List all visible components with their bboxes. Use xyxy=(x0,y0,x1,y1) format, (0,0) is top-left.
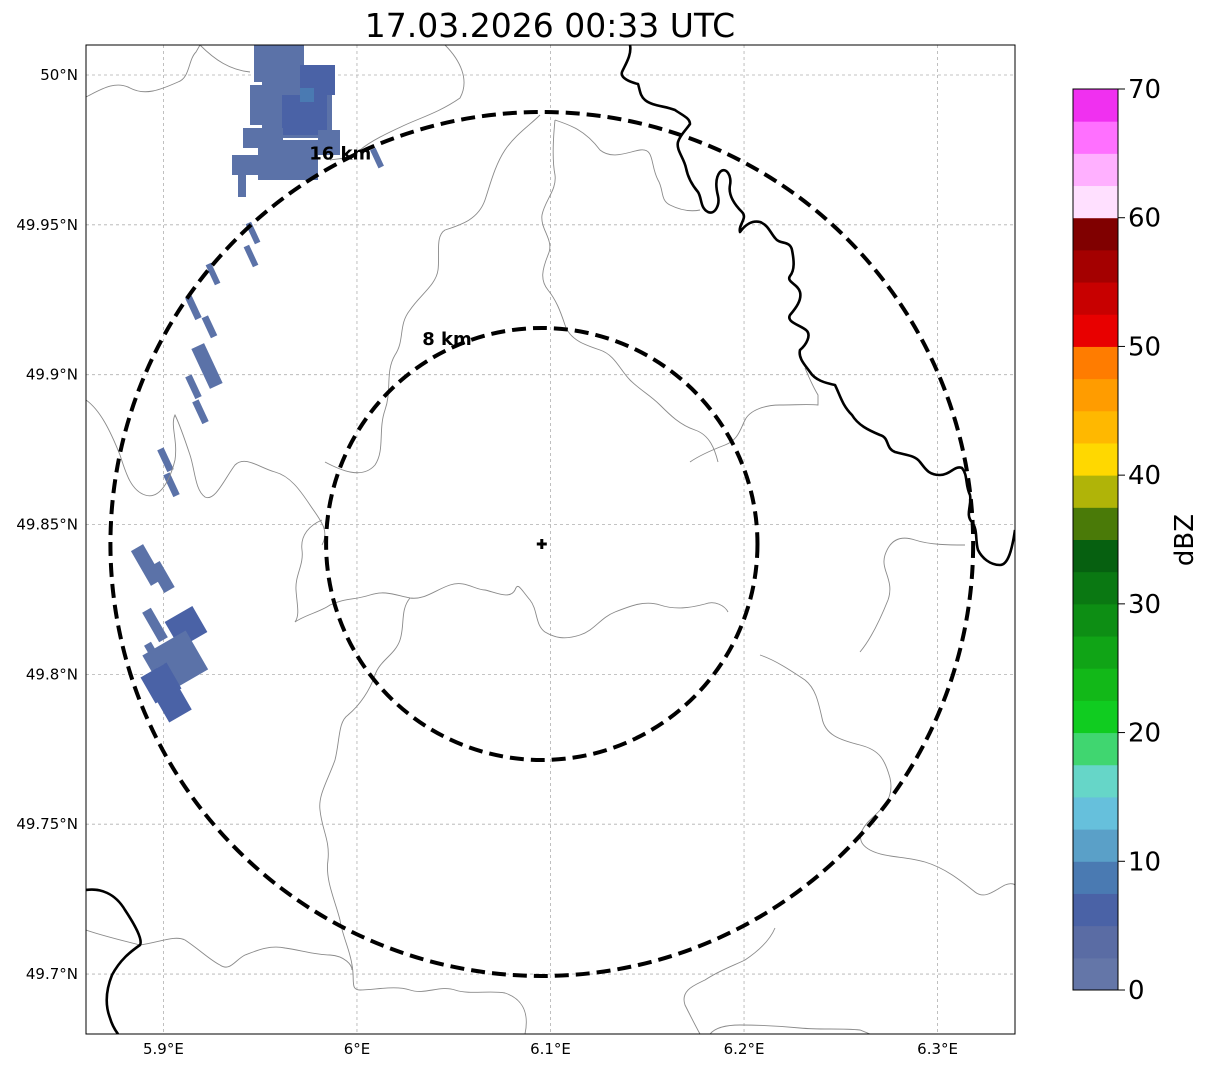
colorbar-bin xyxy=(1073,249,1118,283)
colorbar-frame xyxy=(1072,88,1119,991)
colorbar-bin xyxy=(1073,346,1118,380)
lon-tick-label: 6°E xyxy=(344,1040,371,1058)
colorbar-tick-label: 20 xyxy=(1128,719,1161,749)
colorbar-bin xyxy=(1073,378,1118,412)
echo-streaks-west xyxy=(157,221,261,498)
colorbar-bin xyxy=(1073,475,1118,508)
colorbar-bin xyxy=(1073,539,1118,573)
colorbar-bin xyxy=(1073,668,1118,701)
colorbar-tick-label: 70 xyxy=(1128,75,1161,105)
echo-cluster-north xyxy=(232,45,384,197)
colorbar-bin xyxy=(1073,925,1118,959)
lon-tick-label: 6.2°E xyxy=(724,1040,765,1058)
radar-site-marker xyxy=(536,538,547,549)
colorbar: 0 10 20 30 40 50 60 70 dBZ xyxy=(1072,75,1200,1006)
range-ring-label: 8 km xyxy=(422,329,472,350)
colorbar-ticks: 0 10 20 30 40 50 60 70 xyxy=(1118,75,1161,1006)
lat-tick-label: 50°N xyxy=(40,66,78,84)
radar-range-rings: 8 km 16 km xyxy=(108,109,976,978)
colorbar-bin xyxy=(1073,796,1118,830)
lat-tick-label: 49.85°N xyxy=(16,516,78,534)
colorbar-bin xyxy=(1073,764,1118,798)
colorbar-bin xyxy=(1073,571,1118,605)
colorbar-bin xyxy=(1073,861,1118,894)
lon-tick-label: 6.3°E xyxy=(917,1040,958,1058)
lat-tick-label: 49.9°N xyxy=(26,366,78,384)
map-title: 17.03.2026 00:33 UTC xyxy=(365,6,735,45)
colorbar-bin xyxy=(1073,185,1118,219)
colorbar-bin xyxy=(1073,410,1118,444)
colorbar-label: dBZ xyxy=(1170,514,1200,566)
lat-tick-label: 49.8°N xyxy=(26,665,78,683)
lat-tick-label: 49.75°N xyxy=(16,815,78,833)
colorbar-bin xyxy=(1073,732,1118,766)
radar-echoes xyxy=(130,45,384,723)
gridlines xyxy=(86,45,1015,1034)
lon-tick-label: 6.1°E xyxy=(530,1040,571,1058)
colorbar-tick-label: 30 xyxy=(1128,590,1161,620)
axis-tick-labels: 5.9°E 6°E 6.1°E 6.2°E 6.3°E 50°N 49.95°N 49.9°N… xyxy=(16,66,958,1058)
colorbar-tick-label: 60 xyxy=(1128,204,1161,234)
national-borders xyxy=(86,45,1015,1034)
lat-tick-label: 49.95°N xyxy=(16,216,78,234)
map-plot-area: 8 km 16 km 5.9°E 6°E 6.1°E 6.2°E 6.3°E 50°N 49.… xyxy=(16,44,1016,1058)
range-ring-16km xyxy=(108,109,976,978)
colorbar-bin xyxy=(1073,121,1118,154)
colorbar-bin xyxy=(1073,636,1118,669)
colorbar-bin xyxy=(1073,442,1118,476)
colorbar-bin xyxy=(1073,314,1118,347)
map-features: 8 km 16 km xyxy=(86,45,1015,1034)
colorbar-tick-label: 0 xyxy=(1128,976,1145,1006)
colorbar-bin xyxy=(1073,957,1118,991)
colorbar-bin xyxy=(1073,282,1118,315)
colorbar-bin xyxy=(1073,603,1118,637)
colorbar-bin xyxy=(1073,217,1118,251)
lon-tick-label: 5.9°E xyxy=(143,1040,184,1058)
colorbar-bin xyxy=(1073,153,1118,187)
colorbar-tick-label: 40 xyxy=(1128,461,1161,491)
colorbar-tick-label: 50 xyxy=(1128,332,1161,362)
lat-tick-label: 49.7°N xyxy=(26,965,78,983)
colorbar-bin xyxy=(1073,507,1118,540)
colorbar-bin xyxy=(1073,829,1118,862)
range-ring-8km xyxy=(324,325,760,762)
colorbar-bin xyxy=(1073,893,1118,927)
colorbar-bins xyxy=(1073,89,1118,991)
echo-cluster-southwest xyxy=(130,544,209,723)
range-ring-label: 16 km xyxy=(309,144,371,165)
colorbar-bin xyxy=(1073,700,1118,734)
map-frame xyxy=(85,44,1016,1035)
colorbar-bin xyxy=(1073,89,1118,122)
colorbar-tick-label: 10 xyxy=(1128,847,1161,877)
